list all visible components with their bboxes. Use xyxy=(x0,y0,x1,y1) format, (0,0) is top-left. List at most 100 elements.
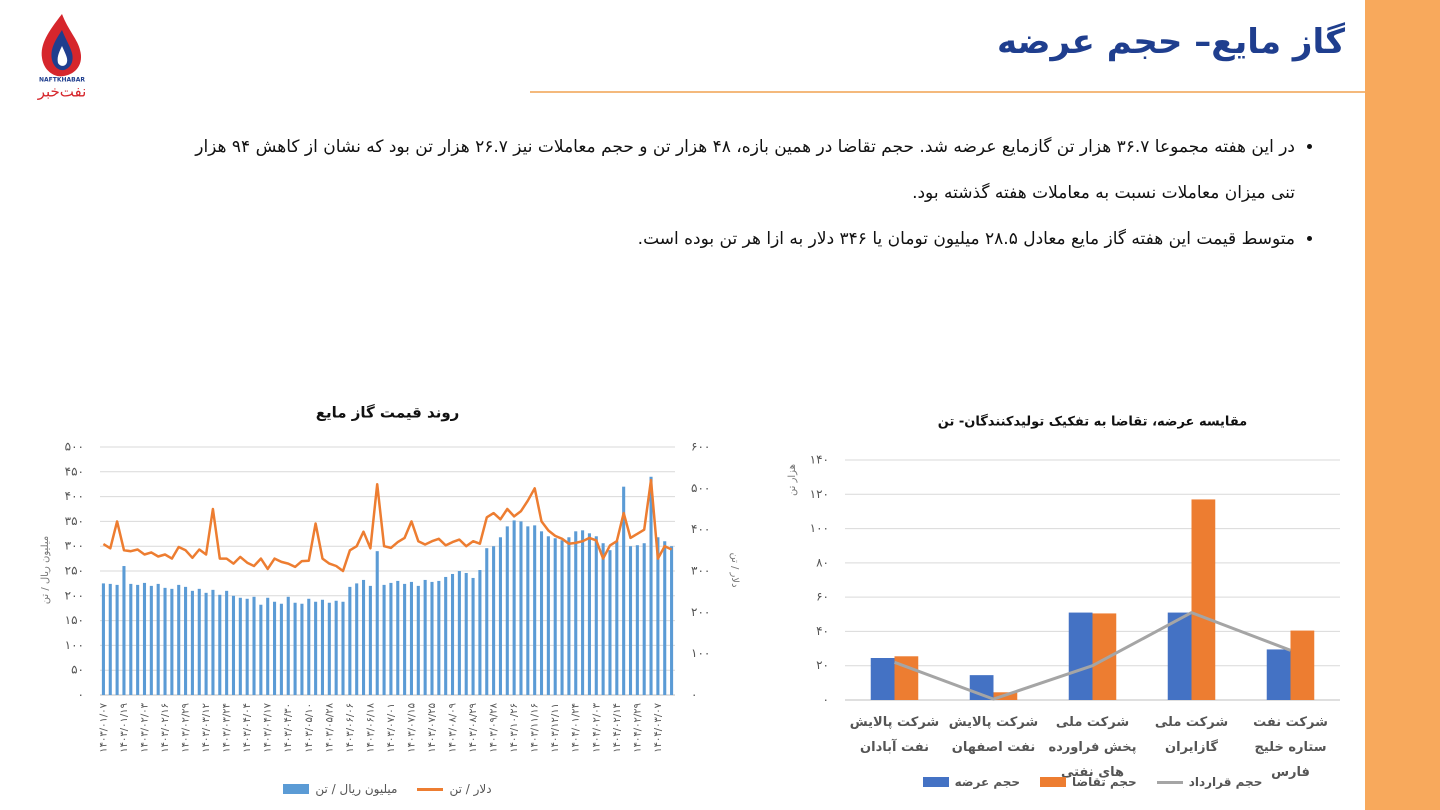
y-tick-label: ۴۰ xyxy=(816,624,829,638)
legend-label: حجم قرارداد xyxy=(1188,775,1263,789)
x-tick-label: ۱۴۰۳/۰۲/۰۳ xyxy=(139,702,150,752)
legend-label: حجم عرضه xyxy=(954,775,1021,789)
bar xyxy=(293,602,297,695)
y-tick-label: ۵۰۰ xyxy=(65,440,84,454)
bar xyxy=(327,602,331,695)
bar xyxy=(341,601,345,695)
x-tick-label: ۱۴۰۳/۰۵/۲۸ xyxy=(324,702,335,752)
bar xyxy=(1092,613,1117,700)
x-tick-label: ۱۴۰۳/۰۹/۲۸ xyxy=(489,702,500,752)
bar xyxy=(149,585,153,695)
legend-swatch xyxy=(1040,777,1067,787)
legend-swatch xyxy=(922,777,949,787)
logo-en: NAFTKHABAR xyxy=(39,77,85,84)
bar xyxy=(546,536,550,695)
x-tick-label: ۱۴۰۳/۰۴/۱۷ xyxy=(263,702,274,752)
x-tick-label: ۱۴۰۳/۰۱/۰۷ xyxy=(98,702,109,752)
x-tick-label: شرکت پالایش نفت اصفهان xyxy=(948,715,1039,755)
bar xyxy=(122,566,126,695)
y-tick-label: ۱۰۰ xyxy=(65,638,84,652)
y2-tick-label: ۵۰۰ xyxy=(691,481,710,495)
legend-label: دلار / تن xyxy=(449,782,492,796)
x-tick-label: ۱۴۰۳/۰۸/۲۹ xyxy=(468,703,479,753)
bar xyxy=(286,596,290,695)
bar xyxy=(663,541,667,695)
bar xyxy=(197,588,201,695)
y2-tick-label: ۶۰۰ xyxy=(691,440,710,454)
bar xyxy=(362,579,366,695)
x-tick-label: شرکت ملی گازایران xyxy=(1154,715,1229,755)
legend-swatch xyxy=(417,787,444,791)
side-strip xyxy=(1365,0,1440,810)
y-tick-label: ۴۰۰ xyxy=(65,489,84,503)
y-tick-label: ۸۰ xyxy=(816,555,829,569)
y2-tick-label: ۲۰۰ xyxy=(691,605,710,619)
bar xyxy=(136,584,140,695)
y-axis-title: هزار تن xyxy=(787,464,798,496)
legend: میلیون ریال / تن دلار / تن xyxy=(100,782,675,796)
bar xyxy=(348,586,352,695)
bar xyxy=(635,545,639,695)
y-tick-label: ۱۰۰ xyxy=(810,521,829,535)
bar xyxy=(245,598,249,695)
bar xyxy=(464,572,468,695)
x-tick-label: ۱۴۰۳/۰۴/۳۰ xyxy=(283,703,294,753)
bar xyxy=(163,587,167,695)
x-tick-label: ۱۴۰۳/۰۳/۱۲ xyxy=(201,703,212,753)
y-tick-label: ۲۰۰ xyxy=(65,588,84,602)
legend-label: میلیون ریال / تن xyxy=(315,782,398,796)
legend: حجم عرضه حجم تقاضا حجم قرارداد xyxy=(845,775,1340,789)
bar xyxy=(870,658,895,700)
bullet: در این هفته مجموعا ۳۶.۷ هزار تن گازمایع … xyxy=(180,124,1295,216)
bar xyxy=(430,581,434,695)
y-tick-label: ۱۴۰ xyxy=(810,453,829,467)
bar xyxy=(512,520,516,695)
legend-item: دلار / تن xyxy=(417,782,492,796)
y-tick-label: ۲۰ xyxy=(816,658,829,672)
bar xyxy=(533,525,537,695)
title-rule xyxy=(530,91,1365,93)
bar xyxy=(190,590,194,695)
bar xyxy=(218,594,222,695)
bar xyxy=(204,592,208,695)
x-tick-label: ۱۴۰۳/۰۴/۰۴ xyxy=(242,703,253,753)
bar xyxy=(1266,649,1291,700)
bar xyxy=(279,603,283,695)
slide-title: گاز مایع– حجم عرضه xyxy=(997,22,1345,62)
x-tick-label: ۱۴۰۴/۰۲/۱۴ xyxy=(612,703,623,753)
x-tick-label: ۱۴۰۳/۰۶/۱۸ xyxy=(365,702,376,752)
x-tick-label: ۱۴۰۳/۰۷/۲۵ xyxy=(427,703,438,753)
bar xyxy=(587,533,591,695)
bar xyxy=(231,595,236,695)
legend-item: میلیون ریال / تن xyxy=(283,782,397,796)
y-tick-label: ۱۲۰ xyxy=(810,487,829,501)
bar xyxy=(368,585,372,695)
x-tick-label: ۱۴۰۳/۱۰/۲۶ xyxy=(509,703,520,753)
bar xyxy=(485,548,489,695)
bar xyxy=(423,579,427,695)
bar xyxy=(389,582,393,695)
bar xyxy=(492,546,496,695)
x-tick-label: شرکت نفت ستاره خلیج فارس xyxy=(1253,715,1328,780)
bar xyxy=(894,656,919,700)
bar xyxy=(1167,612,1192,700)
bar xyxy=(437,580,441,695)
bar xyxy=(355,583,359,695)
y-tick-label: ۱۵۰ xyxy=(65,613,84,627)
bar xyxy=(601,543,605,695)
bar xyxy=(142,582,147,695)
y-tick-label: ۳۵۰ xyxy=(65,514,84,528)
logo: NAFTKHABAR نفت‌خبر xyxy=(37,14,86,101)
bar xyxy=(649,476,653,695)
x-tick-label: ۱۴۰۳/۰۱/۱۹ xyxy=(119,703,130,753)
y-tick-label: ۰ xyxy=(78,688,84,702)
line xyxy=(893,611,1292,701)
bar xyxy=(314,601,318,695)
legend-item: حجم قرارداد xyxy=(1156,775,1263,789)
bar xyxy=(184,586,188,695)
legend-item: حجم عرضه xyxy=(922,775,1021,789)
x-tick-label: ۱۴۰۳/۰۷/۰۱ xyxy=(386,703,397,753)
bar xyxy=(457,571,461,695)
